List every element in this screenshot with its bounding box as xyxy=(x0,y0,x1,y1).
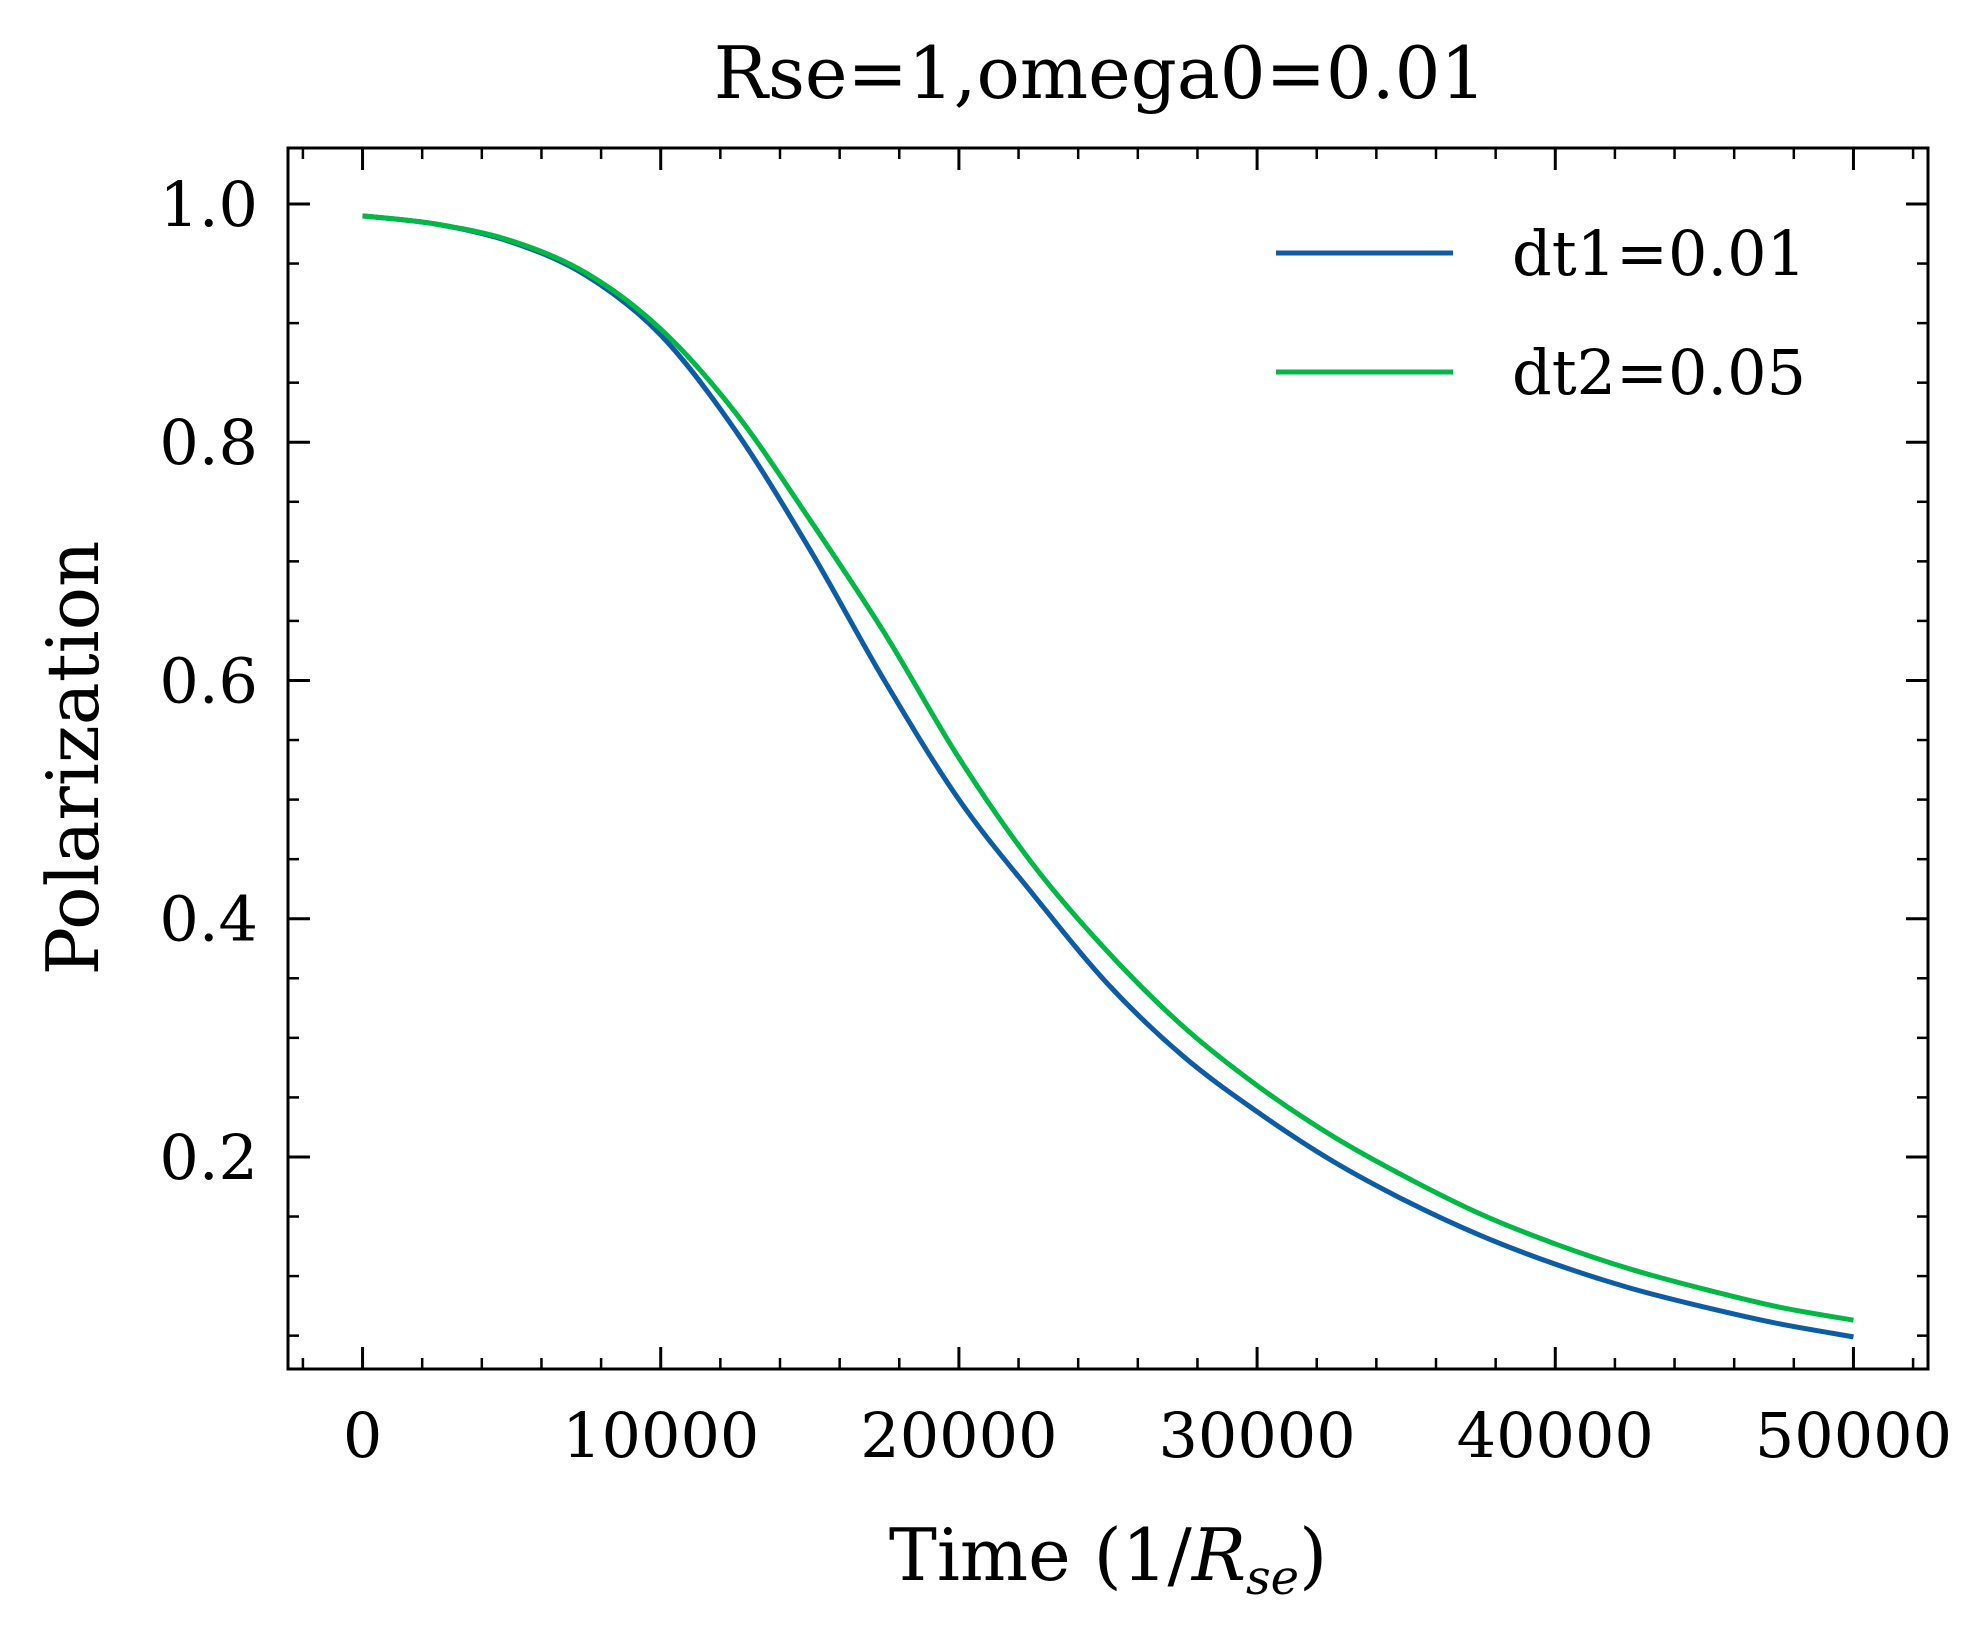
x-axis-label: Time (1/Rse) xyxy=(889,1513,1327,1606)
series-line-2 xyxy=(362,213,1854,1323)
series-line-1 xyxy=(362,213,1854,1340)
series-layer xyxy=(362,213,1854,1340)
y-tick-label: 0.4 xyxy=(159,883,258,956)
y-tick-label: 0.6 xyxy=(159,644,258,717)
y-tick-label: 1.0 xyxy=(159,168,258,241)
y-axis-label: Polarization xyxy=(31,541,115,976)
tick-layer: 0 10000 20000 30000 40000 50000 0.2 0.4 0.6 0.8 1.… xyxy=(159,148,1952,1472)
legend: dt1=0.01 dt2=0.05 xyxy=(1276,217,1806,409)
x-axis-label-symbol: R xyxy=(1190,1513,1246,1597)
legend-label-1: dt1=0.01 xyxy=(1512,217,1806,290)
x-tick-label: 50000 xyxy=(1755,1399,1952,1472)
x-tick-label: 0 xyxy=(343,1399,382,1472)
x-tick-label: 40000 xyxy=(1457,1399,1654,1472)
plot-area-frame xyxy=(286,146,1930,1371)
chart-title: Rse=1,omega0=0.01 xyxy=(714,31,1487,115)
x-tick-label: 10000 xyxy=(562,1399,759,1472)
x-axis-label-subscript: se xyxy=(1246,1550,1299,1606)
x-tick-label: 30000 xyxy=(1158,1399,1355,1472)
legend-label-2: dt2=0.05 xyxy=(1512,336,1806,409)
x-axis-label-close: ) xyxy=(1299,1513,1327,1597)
y-tick-label: 0.8 xyxy=(159,406,258,479)
x-axis-label-text: Time (1/ xyxy=(889,1513,1193,1597)
x-tick-label: 20000 xyxy=(860,1399,1057,1472)
y-tick-label: 0.2 xyxy=(159,1121,258,1194)
